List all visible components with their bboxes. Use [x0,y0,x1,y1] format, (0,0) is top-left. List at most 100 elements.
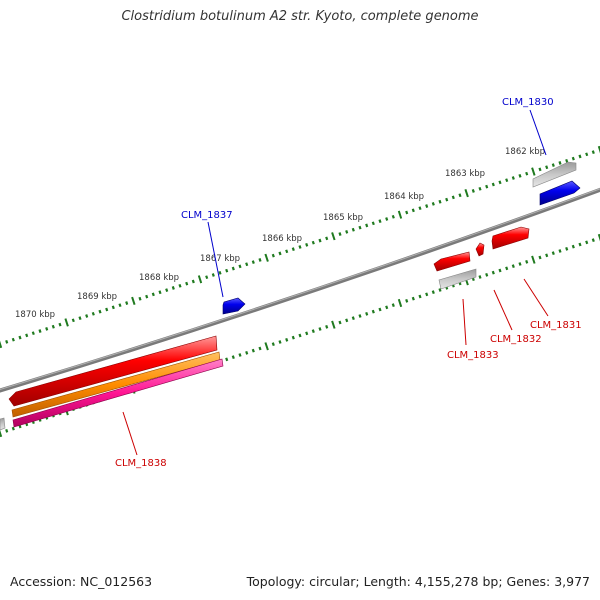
gene-label-clm-1833[interactable]: CLM_1833 [447,350,499,361]
inner-scale-major-tick [597,233,600,242]
outer-scale-minor-tick [505,178,509,183]
outer-scale-major-tick [397,210,403,219]
inner-scale-minor-tick [298,333,302,338]
leader-line-clm-1831 [523,278,549,317]
inner-scale-minor-tick [485,272,489,277]
gene-clm-1838-red[interactable] [8,335,218,407]
gene-label-clm-1832[interactable]: CLM_1832 [490,334,542,345]
outer-scale-minor-tick [525,171,529,176]
inner-scale-minor-tick [338,320,342,325]
inner-scale-minor-tick [538,255,542,260]
inner-scale-minor-tick [11,426,15,431]
inner-scale-minor-tick [245,350,249,355]
inner-scale-minor-tick [591,238,595,243]
outer-scale-ticks [0,145,600,349]
inner-scale-minor-tick [225,357,229,362]
outer-scale-minor-tick [285,249,289,254]
outer-scale-minor-tick [231,266,235,271]
inner-scale-minor-tick [558,249,562,253]
gene-left-edge[interactable] [0,417,6,431]
gene-label-clm-1830[interactable]: CLM_1830 [502,97,554,108]
outer-scale-minor-tick [258,258,262,262]
inner-scale-minor-tick [238,353,242,357]
gene-clm-1831[interactable] [491,226,530,250]
inner-scale-major-tick [0,429,3,438]
outer-scale-minor-tick [205,275,209,280]
outer-scale-minor-tick [138,296,142,301]
outer-scale-minor-tick [318,238,322,243]
outer-scale-minor-tick [325,236,329,241]
inner-scale-minor-tick [371,309,375,314]
outer-scale-minor-tick [518,173,522,178]
outer-scale-minor-tick [545,165,549,170]
sequence-backbone [0,187,600,393]
gene-label-clm-1837[interactable]: CLM_1837 [181,210,233,221]
inner-scale-minor-tick [511,264,515,269]
outer-scale-major-tick [464,188,469,198]
outer-scale-minor-tick [38,329,42,333]
sequence-backbone-highlight [0,188,600,391]
inner-scale-minor-tick [425,292,429,297]
outer-scale-minor-tick [491,182,495,187]
outer-scale-major-tick [0,340,3,349]
outer-scale-minor-tick [558,161,562,165]
outer-scale-minor-tick [418,206,422,211]
inner-scale-major-tick [397,298,403,308]
gene-clm-1833-red[interactable] [433,251,471,272]
outer-scale-minor-tick [338,232,342,236]
gene-blue-right[interactable] [539,180,581,206]
gene-label-clm-1831[interactable]: CLM_1831 [530,320,582,331]
outer-scale-minor-tick [25,333,29,338]
scale-label-1868: 1868 kbp [139,273,179,283]
gene-clm-1830[interactable] [532,161,577,188]
outer-scale-minor-tick [498,180,502,185]
gene-clm-1838-pink[interactable] [12,358,224,428]
inner-scale-minor-tick [405,298,409,303]
outer-scale-minor-tick [18,335,22,340]
leader-line-clm-1832 [493,289,513,331]
scale-label-1867: 1867 kbp [200,254,240,264]
inner-scale-minor-tick [498,268,502,273]
gene-clm-1833[interactable] [438,268,477,290]
outer-scale-minor-tick [151,292,155,297]
outer-scale-minor-tick [165,288,169,292]
inner-scale-major-tick [264,342,269,351]
scale-label-1862: 1862 kbp [505,147,545,157]
genome-title: Clostridium botulinum A2 str. Kyoto, com… [121,9,479,24]
inner-scale-minor-tick [545,253,549,258]
outer-scale-minor-tick [11,337,15,342]
outer-scale-minor-tick [291,247,295,252]
outer-scale-minor-tick [485,184,489,189]
inner-scale-minor-tick [318,327,322,331]
gene-clm-1832[interactable] [475,242,485,257]
outer-scale-minor-tick [538,167,542,172]
inner-scale-minor-tick [251,348,255,353]
inner-scale-minor-tick [551,251,555,256]
inner-scale-minor-tick [391,303,395,308]
outer-scale-major-tick [597,145,600,154]
inner-scale-minor-tick [478,275,482,279]
outer-scale-minor-tick [71,318,75,323]
outer-scale-minor-tick [251,260,255,264]
gene-label-clm-1838[interactable]: CLM_1838 [115,458,167,469]
outer-scale-major-tick [531,167,536,176]
inner-scale-minor-tick [411,296,415,301]
inner-scale-minor-tick [5,428,9,433]
outer-scale-minor-tick [278,251,282,256]
inner-scale-minor-tick [311,329,315,334]
outer-scale-minor-tick [378,219,382,224]
gene-clm-1837[interactable] [222,297,246,315]
outer-scale-minor-tick [358,225,362,230]
outer-scale-minor-tick [411,208,415,213]
outer-scale-major-tick [64,318,69,327]
outer-scale-minor-tick [158,290,162,295]
inner-scale-minor-tick [491,270,495,275]
outer-scale-minor-tick [458,193,462,198]
scale-label-1870: 1870 kbp [15,310,55,320]
outer-scale-minor-tick [425,204,429,208]
outer-scale-minor-tick [185,281,189,286]
inner-scale-major-tick [331,320,336,329]
inner-scale-minor-tick [585,240,589,245]
accession-text: Accession: NC_012563 [10,574,153,589]
inner-scale-minor-tick [285,337,289,342]
